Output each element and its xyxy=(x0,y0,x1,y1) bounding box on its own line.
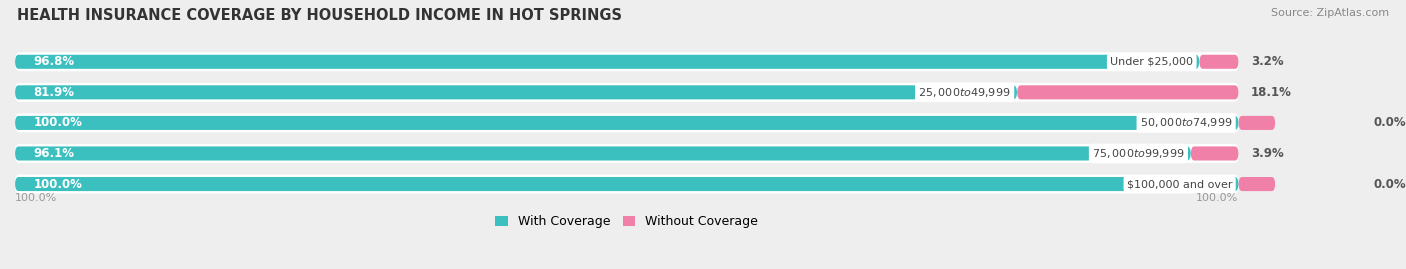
Text: $50,000 to $74,999: $50,000 to $74,999 xyxy=(1140,116,1233,129)
FancyBboxPatch shape xyxy=(15,177,1239,191)
Text: Under $25,000: Under $25,000 xyxy=(1111,57,1194,67)
Text: $25,000 to $49,999: $25,000 to $49,999 xyxy=(918,86,1011,99)
FancyBboxPatch shape xyxy=(15,52,1239,71)
Text: 0.0%: 0.0% xyxy=(1374,116,1406,129)
Text: 18.1%: 18.1% xyxy=(1251,86,1292,99)
FancyBboxPatch shape xyxy=(15,116,1239,130)
Text: 100.0%: 100.0% xyxy=(1197,193,1239,203)
Text: 96.8%: 96.8% xyxy=(34,55,75,68)
FancyBboxPatch shape xyxy=(15,144,1239,163)
Legend: With Coverage, Without Coverage: With Coverage, Without Coverage xyxy=(491,210,763,233)
FancyBboxPatch shape xyxy=(15,175,1239,193)
FancyBboxPatch shape xyxy=(15,85,1017,99)
Text: 0.0%: 0.0% xyxy=(1374,178,1406,190)
FancyBboxPatch shape xyxy=(1017,85,1239,99)
Text: 96.1%: 96.1% xyxy=(34,147,75,160)
Text: 100.0%: 100.0% xyxy=(15,193,58,203)
FancyBboxPatch shape xyxy=(1239,116,1275,130)
Text: $100,000 and over: $100,000 and over xyxy=(1126,179,1233,189)
FancyBboxPatch shape xyxy=(15,55,1199,69)
Text: $75,000 to $99,999: $75,000 to $99,999 xyxy=(1092,147,1185,160)
FancyBboxPatch shape xyxy=(1239,177,1275,191)
Text: 3.9%: 3.9% xyxy=(1251,147,1284,160)
Text: 81.9%: 81.9% xyxy=(34,86,75,99)
FancyBboxPatch shape xyxy=(1191,146,1239,161)
Text: 100.0%: 100.0% xyxy=(34,178,82,190)
FancyBboxPatch shape xyxy=(1199,55,1239,69)
FancyBboxPatch shape xyxy=(15,146,1191,161)
FancyBboxPatch shape xyxy=(15,83,1239,102)
Text: Source: ZipAtlas.com: Source: ZipAtlas.com xyxy=(1271,8,1389,18)
Text: 100.0%: 100.0% xyxy=(34,116,82,129)
Text: 3.2%: 3.2% xyxy=(1251,55,1284,68)
FancyBboxPatch shape xyxy=(15,114,1239,132)
Text: HEALTH INSURANCE COVERAGE BY HOUSEHOLD INCOME IN HOT SPRINGS: HEALTH INSURANCE COVERAGE BY HOUSEHOLD I… xyxy=(17,8,621,23)
